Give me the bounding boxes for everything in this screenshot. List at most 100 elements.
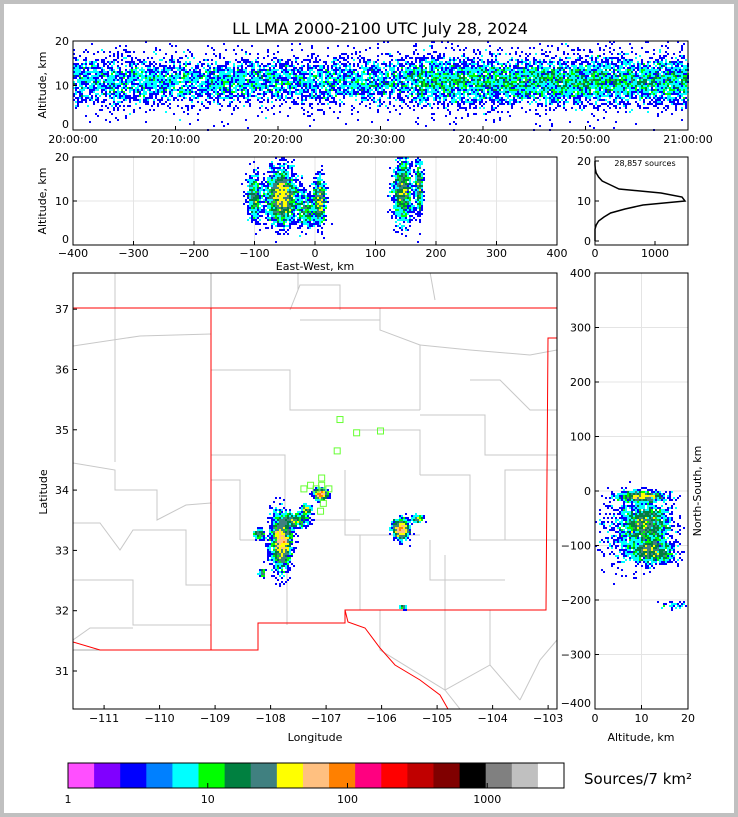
density-cell bbox=[487, 97, 489, 99]
density-cell bbox=[379, 97, 381, 99]
density-cell bbox=[525, 69, 527, 71]
density-cell bbox=[327, 95, 329, 97]
density-cell bbox=[387, 65, 389, 67]
density-cell bbox=[359, 75, 361, 77]
density-cell bbox=[223, 71, 225, 73]
density-cell bbox=[531, 79, 533, 81]
density-cell bbox=[425, 87, 427, 89]
density-cell bbox=[245, 75, 247, 77]
density-cell bbox=[215, 63, 217, 65]
density-cell bbox=[165, 69, 167, 71]
density-cell bbox=[551, 81, 553, 83]
density-cell bbox=[333, 65, 335, 67]
density-cell bbox=[577, 103, 579, 105]
density-cell bbox=[651, 67, 653, 69]
density-cell bbox=[497, 83, 499, 85]
density-cell bbox=[91, 71, 93, 73]
density-cell bbox=[481, 85, 483, 87]
density-cell bbox=[517, 89, 519, 91]
density-cell bbox=[453, 77, 455, 79]
density-cell bbox=[179, 73, 181, 75]
density-cell bbox=[607, 81, 609, 83]
density-cell bbox=[607, 85, 609, 87]
density-cell bbox=[413, 71, 415, 73]
density-cell bbox=[223, 93, 225, 95]
density-cell bbox=[413, 51, 415, 53]
density-cell bbox=[239, 81, 241, 83]
density-cell bbox=[209, 97, 211, 99]
density-cell bbox=[675, 87, 677, 89]
density-cell bbox=[221, 89, 223, 91]
density-cell bbox=[677, 75, 679, 77]
density-cell bbox=[237, 81, 239, 83]
density-cell bbox=[619, 61, 621, 63]
density-cell bbox=[581, 85, 583, 87]
density-cell bbox=[527, 85, 529, 87]
density-cell bbox=[451, 85, 453, 87]
density-cell bbox=[419, 57, 421, 59]
density-cell bbox=[557, 69, 559, 71]
density-cell bbox=[447, 81, 449, 83]
density-cell bbox=[443, 101, 445, 103]
density-cell bbox=[553, 109, 555, 111]
density-cell bbox=[417, 69, 419, 71]
density-cell bbox=[631, 51, 633, 53]
density-cell bbox=[479, 89, 481, 91]
density-cell bbox=[653, 97, 655, 99]
density-cell bbox=[393, 71, 395, 73]
density-cell bbox=[509, 69, 511, 71]
density-cell bbox=[641, 73, 643, 75]
density-cell bbox=[213, 99, 215, 101]
density-cell bbox=[629, 67, 631, 69]
density-cell bbox=[649, 101, 651, 103]
density-cell bbox=[255, 87, 257, 89]
density-cell bbox=[109, 67, 111, 69]
density-cell bbox=[477, 57, 479, 59]
density-cell bbox=[635, 97, 637, 99]
density-cell bbox=[113, 93, 115, 95]
density-cell bbox=[79, 97, 81, 99]
density-cell bbox=[473, 67, 475, 69]
density-cell bbox=[663, 97, 665, 99]
density-cell bbox=[361, 91, 363, 93]
density-cell bbox=[221, 97, 223, 99]
density-cell bbox=[249, 53, 251, 55]
density-cell bbox=[683, 71, 685, 73]
density-cell bbox=[151, 105, 153, 107]
density-cell bbox=[135, 97, 137, 99]
density-cell bbox=[357, 91, 359, 93]
density-cell bbox=[521, 51, 523, 53]
density-cell bbox=[609, 77, 611, 79]
density-cell bbox=[301, 77, 303, 79]
density-cell bbox=[251, 61, 253, 63]
density-cell bbox=[219, 87, 221, 89]
density-cell bbox=[437, 77, 439, 79]
density-cell bbox=[673, 101, 675, 103]
density-cell bbox=[169, 77, 171, 79]
density-cell bbox=[463, 69, 465, 71]
density-cell bbox=[219, 77, 221, 79]
density-cell bbox=[497, 101, 499, 103]
density-cell bbox=[377, 55, 379, 57]
density-cell bbox=[269, 89, 271, 91]
density-cell bbox=[125, 51, 127, 53]
density-cell bbox=[675, 89, 677, 91]
density-cell bbox=[81, 93, 83, 95]
density-cell bbox=[621, 61, 623, 63]
density-cell bbox=[89, 99, 91, 101]
density-cell bbox=[661, 83, 663, 85]
density-cell bbox=[319, 71, 321, 73]
density-cell bbox=[465, 57, 467, 59]
density-cell bbox=[477, 99, 479, 101]
density-cell bbox=[363, 87, 365, 89]
density-cell bbox=[113, 83, 115, 85]
density-cell bbox=[545, 67, 547, 69]
density-cell bbox=[351, 69, 353, 71]
density-cell bbox=[545, 113, 547, 115]
density-cell bbox=[619, 53, 621, 55]
density-cell bbox=[75, 59, 77, 61]
density-cell bbox=[459, 95, 461, 97]
density-cell bbox=[193, 81, 195, 83]
density-cell bbox=[657, 97, 659, 99]
